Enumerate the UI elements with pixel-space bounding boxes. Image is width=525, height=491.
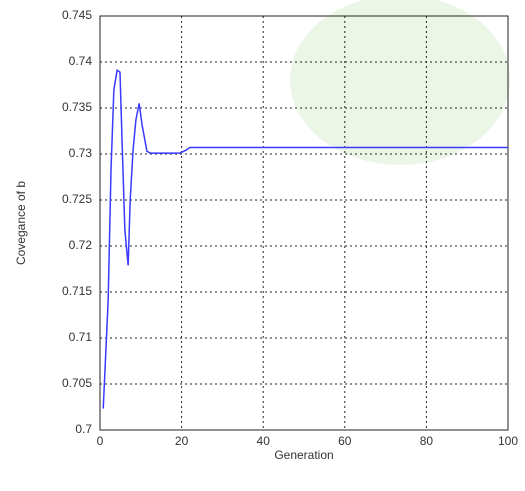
y-tick-label: 0.705 xyxy=(62,376,92,390)
y-tick-label: 0.745 xyxy=(62,8,92,22)
x-tick-label: 100 xyxy=(498,434,518,448)
y-tick-label: 0.715 xyxy=(62,284,92,298)
y-tick-label: 0.7 xyxy=(75,422,92,436)
y-tick-label: 0.735 xyxy=(62,100,92,114)
y-axis-label: Covegance of b xyxy=(14,181,28,265)
y-tick-label: 0.72 xyxy=(69,238,93,252)
y-tick-label: 0.71 xyxy=(69,330,93,344)
x-axis-label: Generation xyxy=(274,448,333,462)
y-tick-label: 0.725 xyxy=(62,192,92,206)
x-tick-label: 20 xyxy=(175,434,189,448)
x-tick-label: 40 xyxy=(257,434,271,448)
y-tick-label: 0.73 xyxy=(69,146,93,160)
x-tick-label: 60 xyxy=(338,434,352,448)
x-tick-label: 0 xyxy=(97,434,104,448)
y-tick-label: 0.74 xyxy=(69,54,93,68)
watermark xyxy=(290,0,510,165)
line-series xyxy=(102,69,508,409)
x-tick-label: 80 xyxy=(420,434,434,448)
